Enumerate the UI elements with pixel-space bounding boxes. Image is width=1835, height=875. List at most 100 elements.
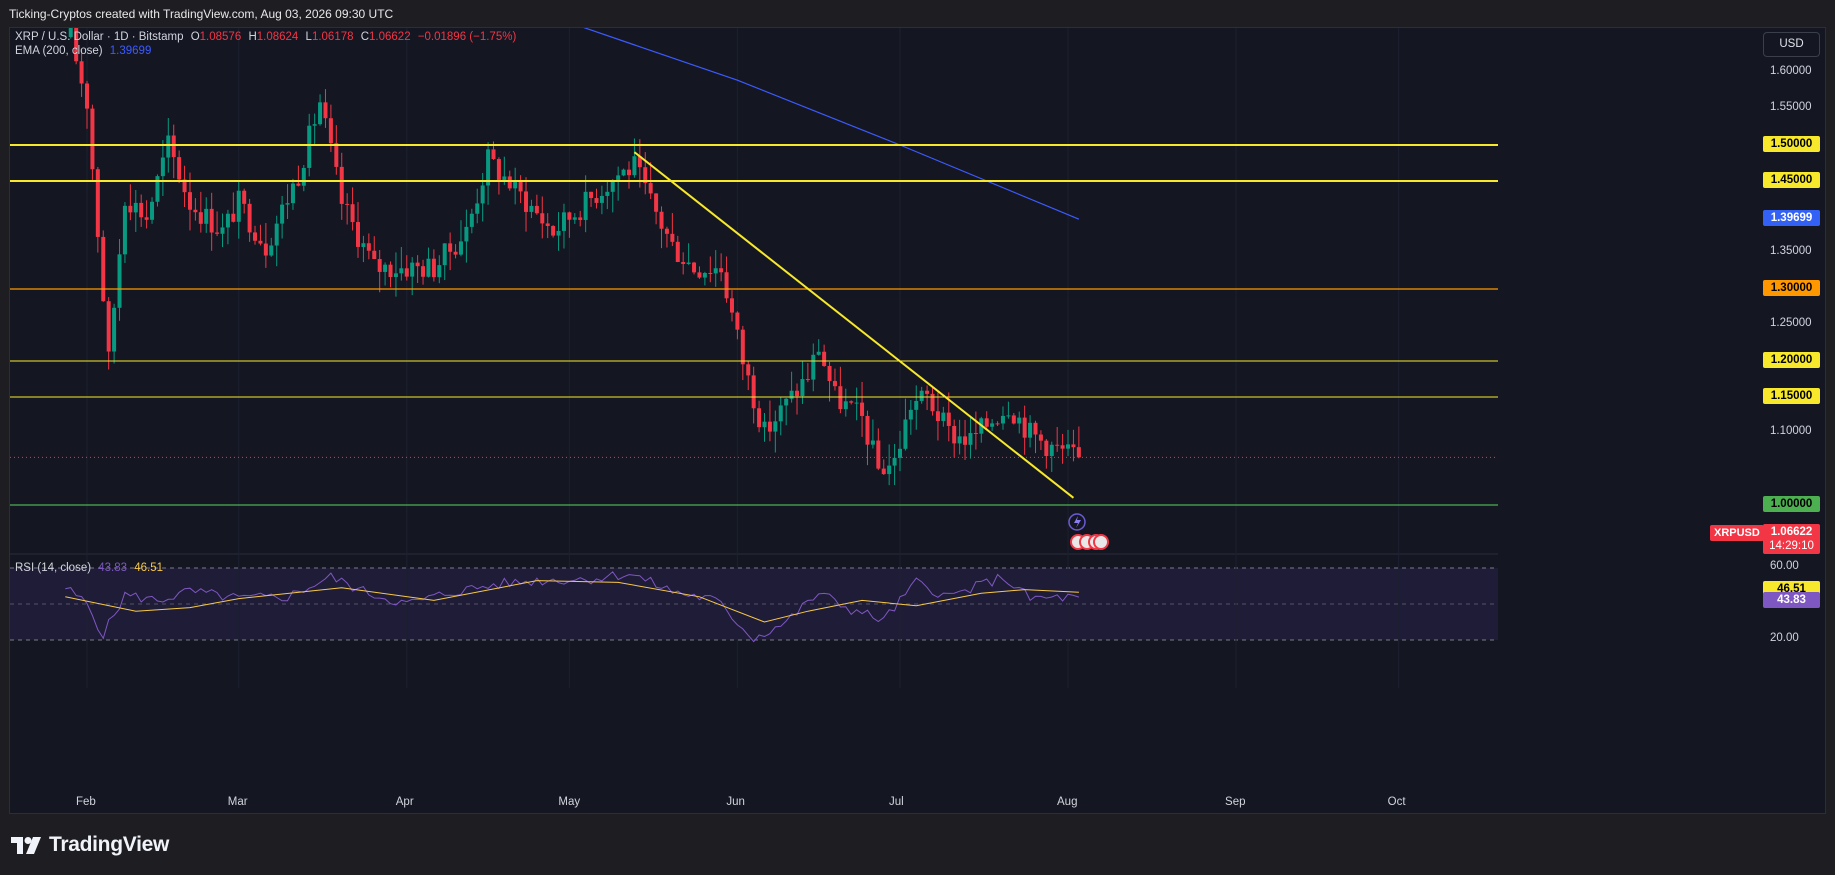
time-axis-label: Mar	[227, 796, 248, 808]
price-axis-tick: 1.55000	[1770, 101, 1812, 113]
candle-down	[930, 393, 935, 412]
time-axis-label: May	[558, 796, 581, 808]
currency-selector[interactable]: USD	[1763, 32, 1820, 57]
candle-up	[990, 423, 995, 427]
candle-up	[301, 167, 306, 186]
candle-down	[491, 149, 496, 160]
candle-down	[182, 179, 187, 193]
candle-up	[892, 457, 897, 466]
candle-down	[101, 236, 106, 302]
tradingview-logo-icon	[11, 836, 41, 854]
candle-down	[448, 243, 453, 252]
candle-down	[507, 176, 512, 189]
candle-down	[323, 102, 328, 119]
candle-up	[789, 390, 794, 399]
candle-up	[1028, 422, 1033, 438]
time-axis-label: Apr	[395, 796, 414, 808]
candle-up	[941, 412, 946, 422]
candle-down	[637, 156, 642, 168]
candle-down	[589, 191, 594, 199]
low-key: L	[305, 31, 312, 43]
candle-down	[545, 223, 550, 226]
symbol-legend[interactable]: XRP / U.S. Dollar · 1D · Bitstamp O1.085…	[15, 31, 520, 43]
candle-down	[366, 243, 371, 251]
candle-down	[1071, 444, 1076, 448]
candle-up	[773, 421, 778, 432]
downtrend-line	[633, 151, 1075, 499]
candle-up	[583, 191, 588, 220]
candle-down	[729, 298, 734, 313]
candle-up	[616, 175, 621, 181]
candle-up	[269, 245, 274, 256]
candle-down	[952, 425, 957, 444]
candle-down	[681, 261, 686, 264]
candle-down	[421, 266, 426, 277]
candle-up	[778, 405, 783, 422]
candle-down	[659, 211, 664, 229]
candle-up	[843, 401, 848, 410]
candle-up	[1006, 415, 1011, 417]
candle-down	[139, 202, 144, 218]
candle-up	[632, 156, 637, 176]
rsi-legend[interactable]: RSI (14, close) 43.83 46.51	[15, 562, 167, 574]
candle-up	[112, 307, 117, 352]
candle-up	[914, 400, 919, 410]
rsi-line	[65, 571, 1080, 643]
price-chart[interactable]	[10, 28, 1827, 815]
candle-down	[795, 390, 800, 397]
candle-down	[849, 401, 854, 403]
candle-down	[1060, 445, 1065, 449]
brand-name: TradingView	[49, 833, 170, 856]
candle-down	[95, 169, 100, 237]
price-axis-tick: 1.25000	[1770, 317, 1812, 329]
candle-down	[724, 272, 729, 299]
candle-down	[187, 192, 192, 210]
candle-up	[702, 272, 707, 278]
candle-up	[713, 268, 718, 274]
candle-down	[692, 262, 697, 273]
candle-up	[166, 135, 171, 158]
tradingview-logo[interactable]: TradingView	[11, 833, 169, 857]
candle-down	[350, 204, 355, 223]
candle-up	[513, 180, 518, 189]
candle-down	[675, 241, 680, 262]
candle-up	[957, 436, 962, 444]
low-value: 1.06178	[311, 31, 354, 43]
candle-up	[816, 351, 821, 355]
candle-down	[453, 251, 458, 255]
candle-up	[1066, 444, 1071, 449]
candle-up	[220, 227, 225, 234]
candle-up	[160, 157, 165, 177]
candle-down	[664, 228, 669, 234]
symbol-tag: XRPUSD	[1710, 525, 1764, 541]
candle-down	[594, 198, 599, 203]
candle-up	[318, 102, 323, 125]
candle-down	[670, 233, 675, 242]
candle-up	[800, 379, 805, 397]
event-icons[interactable]	[1068, 513, 1109, 550]
candle-up	[486, 149, 491, 186]
candle-up	[903, 419, 908, 449]
candle-down	[746, 364, 751, 376]
candle-down	[1038, 434, 1043, 441]
top-caption-bar: Ticking-Cryptos created with TradingView…	[0, 0, 1835, 28]
candle-down	[534, 205, 539, 214]
candle-up	[133, 202, 138, 213]
candle-up	[475, 203, 480, 214]
symbol-title[interactable]: XRP / U.S. Dollar · 1D · Bitstamp	[15, 31, 184, 43]
candle-down	[524, 191, 529, 212]
flag-event-icon	[1093, 534, 1109, 550]
candle-down	[518, 180, 523, 192]
chart-frame[interactable]: XRP / U.S. Dollar · 1D · Bitstamp O1.085…	[9, 27, 1826, 814]
candle-down	[627, 169, 631, 176]
time-axis-label: Jul	[889, 796, 904, 808]
candle-down	[339, 166, 344, 204]
last-price-value: 1.06622	[1770, 526, 1813, 538]
candle-up	[480, 185, 485, 204]
candle-up	[762, 421, 767, 428]
candle-up	[122, 205, 127, 255]
time-axis-label: Aug	[1057, 796, 1078, 808]
candle-down	[860, 402, 865, 416]
candle-up	[399, 268, 404, 274]
ema-legend[interactable]: EMA (200, close) 1.39699	[15, 45, 155, 57]
